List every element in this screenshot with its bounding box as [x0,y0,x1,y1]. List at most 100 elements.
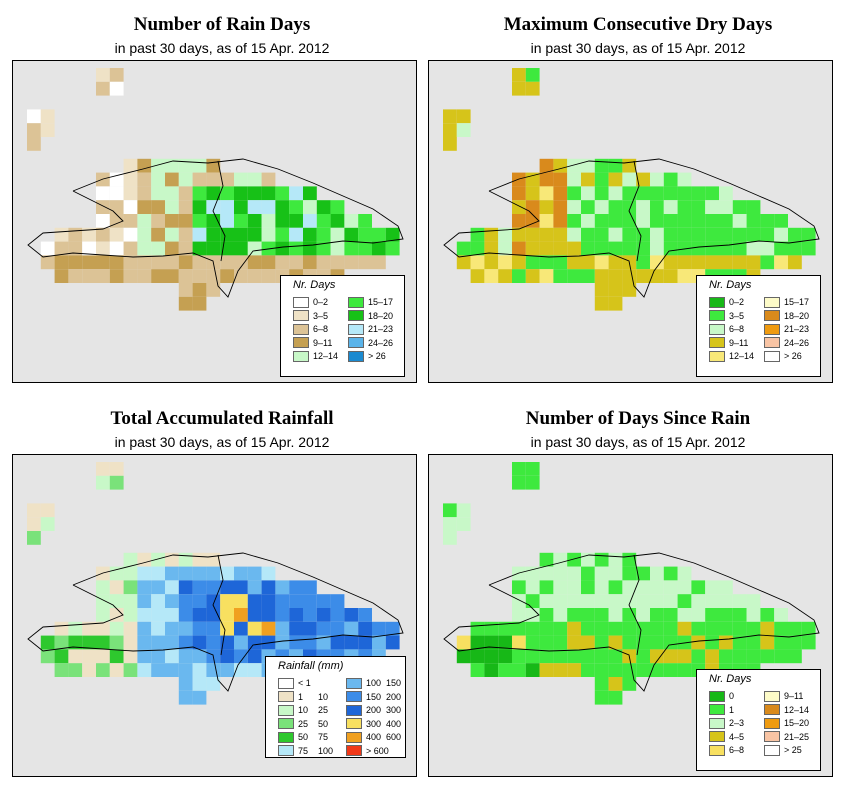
grid-cell [206,594,221,608]
grid-cell [581,269,595,283]
grid-cell [137,594,152,608]
grid-cell [358,241,372,256]
grid-cell [192,677,207,691]
grid-cell [220,621,234,636]
grid-cell [691,227,706,242]
grid-cell [525,635,540,650]
grid-cell [525,475,540,490]
grid-cell [539,580,554,595]
grid-cell [344,214,359,228]
legend-item: > 25 [764,744,802,756]
grid-cell [719,255,733,270]
grid-cell [178,552,193,567]
grid-cell [96,269,110,283]
grid-cell [746,200,761,214]
grid-cell [539,663,554,677]
legend-label: 3–5 [313,310,329,321]
legend-swatch [709,704,725,715]
grid-cell [330,200,345,214]
grid-cell [691,580,706,595]
grid-cell [525,621,540,636]
legend-label: 21–23 [368,324,394,334]
grid-cell [247,269,262,283]
map-legend: Nr. Days 0–2 3–5 6–8 9–11 12–14 15–17 18–20 21–… [280,275,405,377]
grid-cell [68,227,83,242]
legend-label: > 25 [784,745,802,755]
grid-cell [443,137,457,151]
grid-cell [470,635,485,650]
grid-cell [525,649,540,664]
legend-swatch [709,690,725,702]
coastline [443,158,820,298]
grid-cell [677,649,692,664]
grid-cell [344,635,359,650]
legend-label: 21–23 [784,324,810,334]
legend-label: 12–14 [313,351,339,361]
grid-cell [165,566,179,581]
grid-cell [567,608,581,622]
grid-cell [178,172,193,187]
grid-cell [705,200,719,214]
grid-cell [691,635,706,650]
legend-item: 21–23 [764,323,809,335]
grid-cell [220,566,234,581]
grid-cell [774,241,788,256]
grid-cell [650,580,664,595]
grid-cell [732,214,747,228]
grid-cell [289,594,303,608]
grid-cell [663,214,678,228]
legend-swatch [293,323,309,335]
grid-cell [663,200,678,214]
grid-cell [622,172,637,187]
legend-label: 12–14 [784,704,810,715]
grid-cell [372,241,386,256]
grid-cell [456,255,471,270]
grid-cell [192,580,207,595]
grid-cell [746,241,761,256]
grid-cell [109,214,124,228]
grid-cell [192,566,207,581]
grid-cell [137,566,152,581]
grid-cell [27,503,41,518]
grid-cell [608,227,623,242]
grid-cell [137,663,152,677]
grid-cell [206,186,221,201]
grid-cell [705,649,719,664]
grid-cell [123,172,138,187]
grid-cell [594,608,609,622]
grid-cell [498,663,512,677]
legend-item: 12–14 [709,350,754,362]
grid-cell [705,255,719,270]
grid-cell [677,214,692,228]
panel-title: Number of Rain Days [133,14,311,35]
grid-cell [178,566,193,581]
grid-cell [220,269,234,283]
grid-cell [663,621,678,636]
grid-cell [732,621,747,636]
legend-swatch [293,337,309,348]
grid-cell [151,566,165,581]
legend-item: 3–5 [293,310,328,322]
grid-cell [289,186,303,201]
grid-cell [220,200,234,214]
legend-label: 15–17 [784,297,810,307]
grid-cell [82,241,96,256]
map-legend: Nr. Days 0 1 2–3 4–5 6–8 9–11 12–14 15–20 21–25 >… [696,669,821,771]
grid-cell [261,621,276,636]
grid-cell [484,269,499,283]
grid-cell [512,255,526,270]
rain-days-map [12,60,417,383]
legend-swatch [346,718,362,729]
grid-cell [372,227,386,242]
grid-cell [760,608,775,622]
grid-cell [261,566,276,581]
grid-cell [289,241,303,256]
legend-swatch [709,337,725,348]
grid-cell [677,186,692,201]
grid-cell [247,255,262,270]
grid-cell [760,241,775,256]
legend-swatch [764,717,780,729]
grid-cell [650,649,664,664]
grid-cell [385,635,400,650]
grid-cell [192,296,207,311]
